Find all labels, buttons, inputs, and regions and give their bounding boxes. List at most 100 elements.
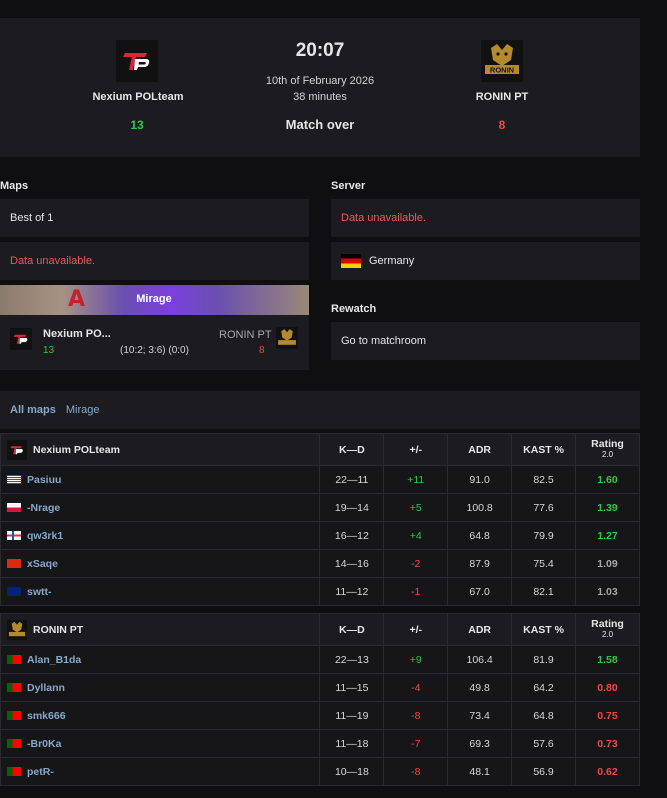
- col-kast: KAST %: [511, 433, 577, 466]
- player-rating: 1.09: [575, 549, 640, 578]
- player-plusminus: +4: [383, 521, 449, 550]
- player-row: qw3rk1 16—12 +4 64.8 79.9 1.27: [0, 521, 640, 550]
- tab-all-maps[interactable]: All maps: [10, 404, 56, 416]
- map-name: Mirage: [136, 293, 172, 305]
- stats-tabs: All maps Mirage: [0, 391, 640, 429]
- player-kast: 64.8: [511, 701, 577, 730]
- player-kd: 10—18: [319, 757, 385, 786]
- col-rating-label: Rating: [591, 438, 624, 450]
- matchroom-link-box[interactable]: Go to matchroom: [331, 322, 640, 360]
- player-plusminus: +9: [383, 645, 449, 674]
- player-kast: 57.6: [511, 729, 577, 758]
- player-adr: 69.3: [447, 729, 513, 758]
- server-unavailable-text: Data unavailable.: [341, 212, 427, 224]
- player-rating: 0.75: [575, 701, 640, 730]
- player-name[interactable]: qw3rk1: [27, 529, 64, 542]
- server-location-box: Germany: [331, 242, 640, 280]
- team1-score: 13: [130, 118, 144, 132]
- map-team2-score: 8: [259, 345, 265, 356]
- team2-name[interactable]: RONIN PT: [475, 91, 529, 103]
- player-rating: 0.73: [575, 729, 640, 758]
- col-rating-version: 2.0: [601, 630, 614, 639]
- faroe-flag-icon: [7, 531, 21, 541]
- player-adr: 49.8: [447, 673, 513, 702]
- match-status: Match over: [285, 117, 355, 132]
- team1-table-name: Nexium POLteam: [33, 443, 120, 456]
- player-cell: swtt-: [0, 577, 321, 606]
- player-adr: 64.8: [447, 521, 513, 550]
- match-date: 10th of February 2026: [265, 75, 375, 87]
- poland-flag-icon: [7, 503, 21, 513]
- player-kast: 64.2: [511, 673, 577, 702]
- col-rating-version: 2.0: [601, 450, 614, 459]
- player-row: swtt- 11—12 -1 67.0 82.1 1.03: [0, 577, 640, 606]
- player-plusminus: -4: [383, 673, 449, 702]
- server-country: Germany: [369, 255, 415, 267]
- team2-logo[interactable]: RONIN: [481, 40, 523, 82]
- team1-name[interactable]: Nexium POLteam: [92, 91, 184, 103]
- player-name[interactable]: petR-: [27, 765, 54, 778]
- team2-score: 8: [498, 118, 506, 132]
- portugal-flag-icon: [7, 711, 21, 721]
- player-rating: 0.80: [575, 673, 640, 702]
- col-kd: K—D: [319, 433, 385, 466]
- player-name[interactable]: Alan_B1da: [27, 653, 82, 666]
- player-kast: 56.9: [511, 757, 577, 786]
- team1-header[interactable]: Nexium POLteam: [0, 433, 321, 466]
- tab-mirage[interactable]: Mirage: [65, 404, 100, 416]
- player-cell: -Nrage: [0, 493, 321, 522]
- player-adr: 73.4: [447, 701, 513, 730]
- map-card[interactable]: A Mirage Nexium PO... 13 (10:2; 3:6) (0:…: [0, 285, 309, 370]
- ronin-logo-icon: [7, 619, 27, 640]
- player-plusminus: +5: [383, 493, 449, 522]
- veto-box: Data unavailable.: [0, 242, 309, 280]
- ronin-logo-icon: RONIN: [485, 44, 519, 75]
- player-name[interactable]: swtt-: [27, 585, 52, 598]
- server-label: Server: [331, 180, 366, 192]
- player-adr: 100.8: [447, 493, 513, 522]
- col-plusminus: +/-: [383, 433, 449, 466]
- china-flag-icon: [7, 559, 21, 569]
- col-rating: Rating 2.0: [575, 613, 640, 646]
- player-kd: 11—18: [319, 729, 385, 758]
- map-banner-graffiti: A: [68, 287, 86, 312]
- col-adr: ADR: [447, 433, 513, 466]
- player-kast: 81.9: [511, 645, 577, 674]
- col-rating-label: Rating: [591, 618, 624, 630]
- map-team1-name: Nexium PO...: [43, 328, 111, 340]
- portugal-flag-icon: [7, 655, 21, 665]
- player-rating: 1.27: [575, 521, 640, 550]
- player-name[interactable]: xSaqe: [27, 557, 58, 570]
- player-kd: 16—12: [319, 521, 385, 550]
- match-time: 20:07: [295, 40, 345, 61]
- server-info-box: Data unavailable.: [331, 199, 640, 237]
- player-kast: 82.1: [511, 577, 577, 606]
- player-cell: -Br0Ka: [0, 729, 321, 758]
- australia-flag-icon: [7, 587, 21, 597]
- player-adr: 106.4: [447, 645, 513, 674]
- player-row: smk666 11—19 -8 73.4 64.8 0.75: [0, 701, 640, 730]
- best-of-box: Best of 1: [0, 199, 309, 237]
- player-name[interactable]: Pasiuu: [27, 473, 62, 486]
- player-cell: smk666: [0, 701, 321, 730]
- team1-logo[interactable]: [116, 40, 158, 82]
- player-cell: qw3rk1: [0, 521, 321, 550]
- team2-header[interactable]: RONIN PT: [0, 613, 321, 646]
- player-name[interactable]: -Br0Ka: [27, 737, 62, 750]
- player-name[interactable]: Dyllann: [27, 681, 65, 694]
- player-name[interactable]: -Nrage: [27, 501, 61, 514]
- team1-header-row: Nexium POLteam K—D +/- ADR KAST % Rating…: [0, 433, 640, 466]
- player-plusminus: -2: [383, 549, 449, 578]
- match-duration: 38 minutes: [293, 91, 347, 103]
- map-halves: (10:2; 3:6) (0:0): [120, 345, 189, 356]
- team2-header-row: RONIN PT K—D +/- ADR KAST % Rating 2.0: [0, 613, 640, 646]
- player-cell: petR-: [0, 757, 321, 786]
- map-team1-score: 13: [43, 345, 55, 356]
- player-adr: 67.0: [447, 577, 513, 606]
- player-name[interactable]: smk666: [27, 709, 66, 722]
- player-rating: 1.39: [575, 493, 640, 522]
- player-kast: 79.9: [511, 521, 577, 550]
- matchroom-link[interactable]: Go to matchroom: [341, 335, 426, 347]
- portugal-flag-icon: [7, 767, 21, 777]
- portugal-flag-icon: [7, 683, 21, 693]
